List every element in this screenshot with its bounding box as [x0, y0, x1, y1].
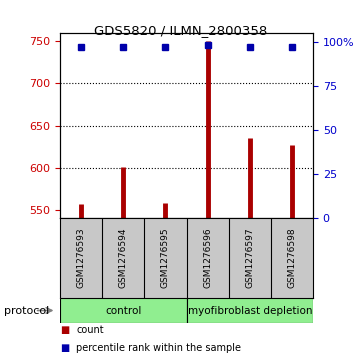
Text: ■: ■	[60, 343, 69, 353]
Bar	[60, 298, 187, 323]
Text: GDS5820 / ILMN_2800358: GDS5820 / ILMN_2800358	[94, 24, 267, 37]
Text: GSM1276593: GSM1276593	[77, 228, 86, 288]
Bar	[187, 298, 313, 323]
Text: count: count	[76, 325, 104, 335]
Text: myofibroblast depletion: myofibroblast depletion	[187, 306, 312, 315]
Text: GSM1276596: GSM1276596	[203, 228, 212, 288]
Text: GSM1276595: GSM1276595	[161, 228, 170, 288]
Text: percentile rank within the sample: percentile rank within the sample	[76, 343, 241, 353]
Text: protocol: protocol	[4, 306, 49, 315]
Text: ■: ■	[60, 325, 69, 335]
Text: control: control	[105, 306, 142, 315]
Text: GSM1276597: GSM1276597	[245, 228, 254, 288]
Text: GSM1276598: GSM1276598	[287, 228, 296, 288]
Text: GSM1276594: GSM1276594	[119, 228, 128, 288]
